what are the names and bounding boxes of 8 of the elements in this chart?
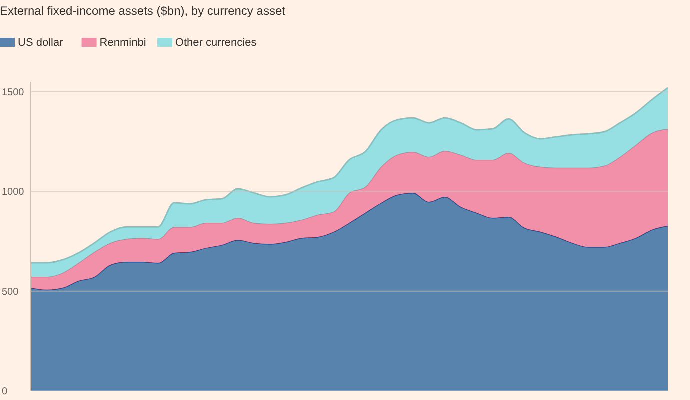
legend-label: Other currencies (175, 37, 258, 49)
y-tick-label: 500 (2, 286, 20, 298)
y-tick-label: 1000 (2, 187, 25, 198)
legend-label: Renminbi (100, 37, 146, 49)
legend-label: US dollar (18, 37, 64, 49)
chart-title: External fixed-income assets ($bn), by currency asset (0, 4, 286, 18)
y-tick-label: 0 (2, 386, 8, 398)
y-tick-label: 1500 (2, 87, 25, 98)
